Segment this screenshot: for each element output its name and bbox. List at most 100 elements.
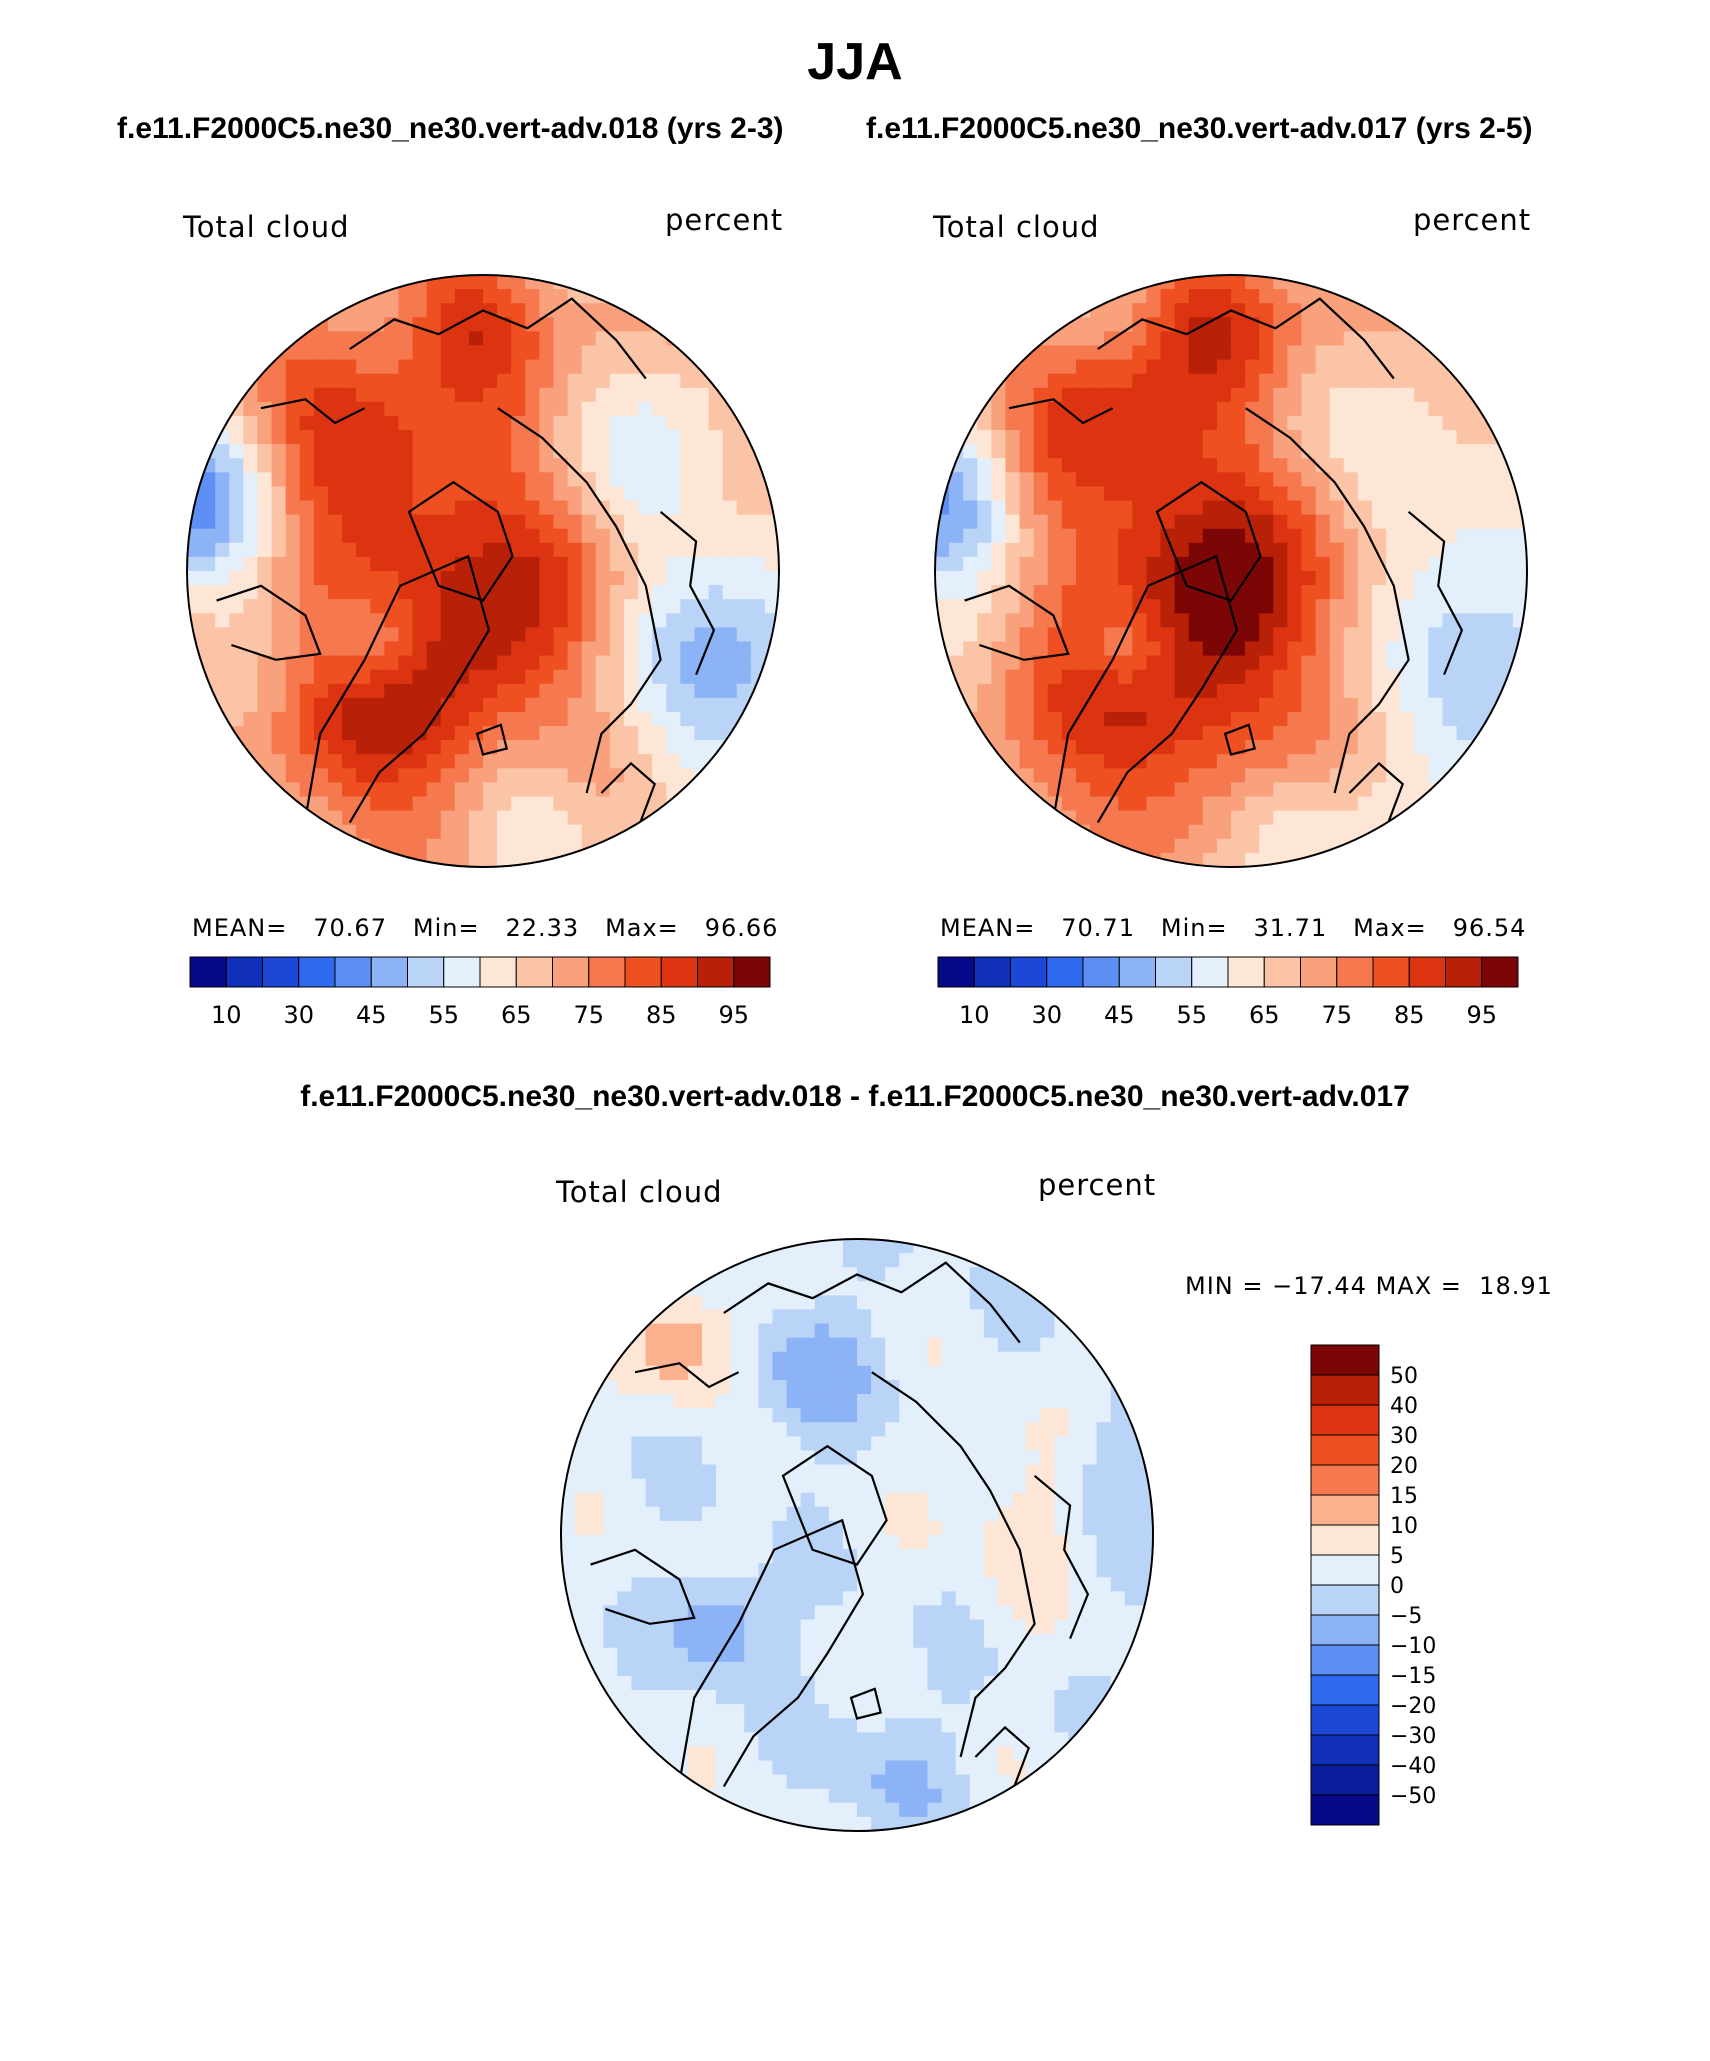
field-cell [1138, 1478, 1153, 1494]
field-cell [553, 824, 569, 840]
field-cell [525, 387, 540, 403]
field-cell [744, 1718, 759, 1733]
field-cell [327, 556, 343, 572]
field-cell [468, 669, 484, 685]
field-cell [772, 1309, 788, 1325]
field-cell [1287, 641, 1303, 657]
field-cell [871, 1323, 886, 1339]
field-cell [1012, 1351, 1027, 1367]
field-cell [997, 1379, 1013, 1395]
field-cell [426, 430, 442, 445]
field-cell [772, 1732, 788, 1748]
field-cell [744, 1549, 759, 1564]
field-cell [680, 641, 696, 657]
field-cell [786, 1802, 802, 1818]
field-cell [243, 683, 259, 699]
field-cell [1174, 782, 1190, 798]
field-cell [412, 824, 428, 840]
field-cell [440, 810, 456, 826]
field-cell [758, 1267, 774, 1282]
field-cell [497, 754, 512, 769]
field-cell [1357, 556, 1373, 572]
field-cell [1146, 697, 1162, 713]
field-cell [426, 542, 442, 558]
field-cell [1124, 1591, 1140, 1607]
field-cell [983, 1295, 999, 1311]
field-cell [1456, 542, 1472, 558]
field-cell [1357, 514, 1373, 530]
field-cell [1357, 387, 1373, 403]
field-cell [1104, 768, 1119, 784]
field-cell [1104, 415, 1119, 431]
field-cell [1146, 599, 1162, 614]
field-cell [764, 585, 779, 600]
field-cell [1096, 1605, 1112, 1621]
field-cell [680, 542, 696, 558]
field-cell [609, 754, 625, 769]
field-cell [1428, 627, 1444, 643]
field-cell [567, 740, 583, 755]
field-cell [997, 1675, 1013, 1691]
field-cell [1090, 556, 1105, 572]
field-cell [454, 852, 470, 867]
field-cell [828, 1647, 844, 1663]
field-cell [440, 768, 456, 784]
field-cell [1040, 1506, 1055, 1522]
field-cell [772, 1323, 788, 1339]
field-cell [398, 838, 414, 854]
field-cell [716, 1309, 731, 1325]
field-cell [1245, 373, 1260, 389]
field-cell [758, 1535, 774, 1550]
field-cell [645, 1661, 661, 1677]
field-cell [1343, 486, 1359, 502]
field-cell [1231, 796, 1246, 812]
field-cell [730, 1436, 745, 1452]
field-cell [673, 1408, 689, 1423]
field-cell [1082, 1690, 1098, 1705]
field-cell [927, 1802, 943, 1818]
field-cell [1357, 683, 1373, 699]
colorbar-box [1310, 1614, 1380, 1646]
field-cell [666, 528, 681, 544]
field-cell [1047, 683, 1063, 699]
field-cell [1033, 627, 1049, 643]
field-cell [1231, 697, 1246, 713]
field-cell [581, 655, 597, 671]
field-cell [1259, 655, 1274, 671]
field-cell [1315, 683, 1331, 699]
field-cell [483, 641, 498, 657]
field-cell [356, 810, 371, 826]
field-cell [398, 303, 414, 318]
field-cell [1174, 754, 1190, 769]
field-cell [899, 1661, 914, 1677]
field-cell [623, 387, 639, 403]
field-cell [1040, 1351, 1055, 1367]
colorbar-box [1310, 1704, 1380, 1736]
field-cell [1188, 613, 1204, 628]
field-cell [1202, 768, 1218, 784]
coastline [475, 723, 509, 756]
field-cell [687, 1746, 703, 1762]
field-cell [722, 599, 738, 614]
field-cell [1005, 556, 1021, 572]
field-cell [1096, 1619, 1112, 1635]
field-cell [1484, 514, 1500, 530]
field-cell [1315, 345, 1331, 361]
field-cell [1146, 303, 1162, 318]
field-cell [1118, 796, 1133, 812]
field-cell [631, 1520, 647, 1536]
map-border [186, 274, 780, 868]
field-cell [744, 1295, 759, 1311]
field-cell [800, 1788, 816, 1804]
field-cell [1273, 542, 1288, 558]
field-cell [1414, 387, 1429, 403]
field-cell [342, 810, 357, 826]
field-cell [1456, 571, 1472, 586]
panel2-units-label: percent [1413, 203, 1532, 237]
field-cell [659, 1591, 675, 1607]
field-cell [1124, 1520, 1140, 1536]
field-cell [327, 486, 343, 502]
field-cell [736, 472, 752, 488]
field-cell [701, 1746, 717, 1762]
field-cell [1075, 556, 1091, 572]
